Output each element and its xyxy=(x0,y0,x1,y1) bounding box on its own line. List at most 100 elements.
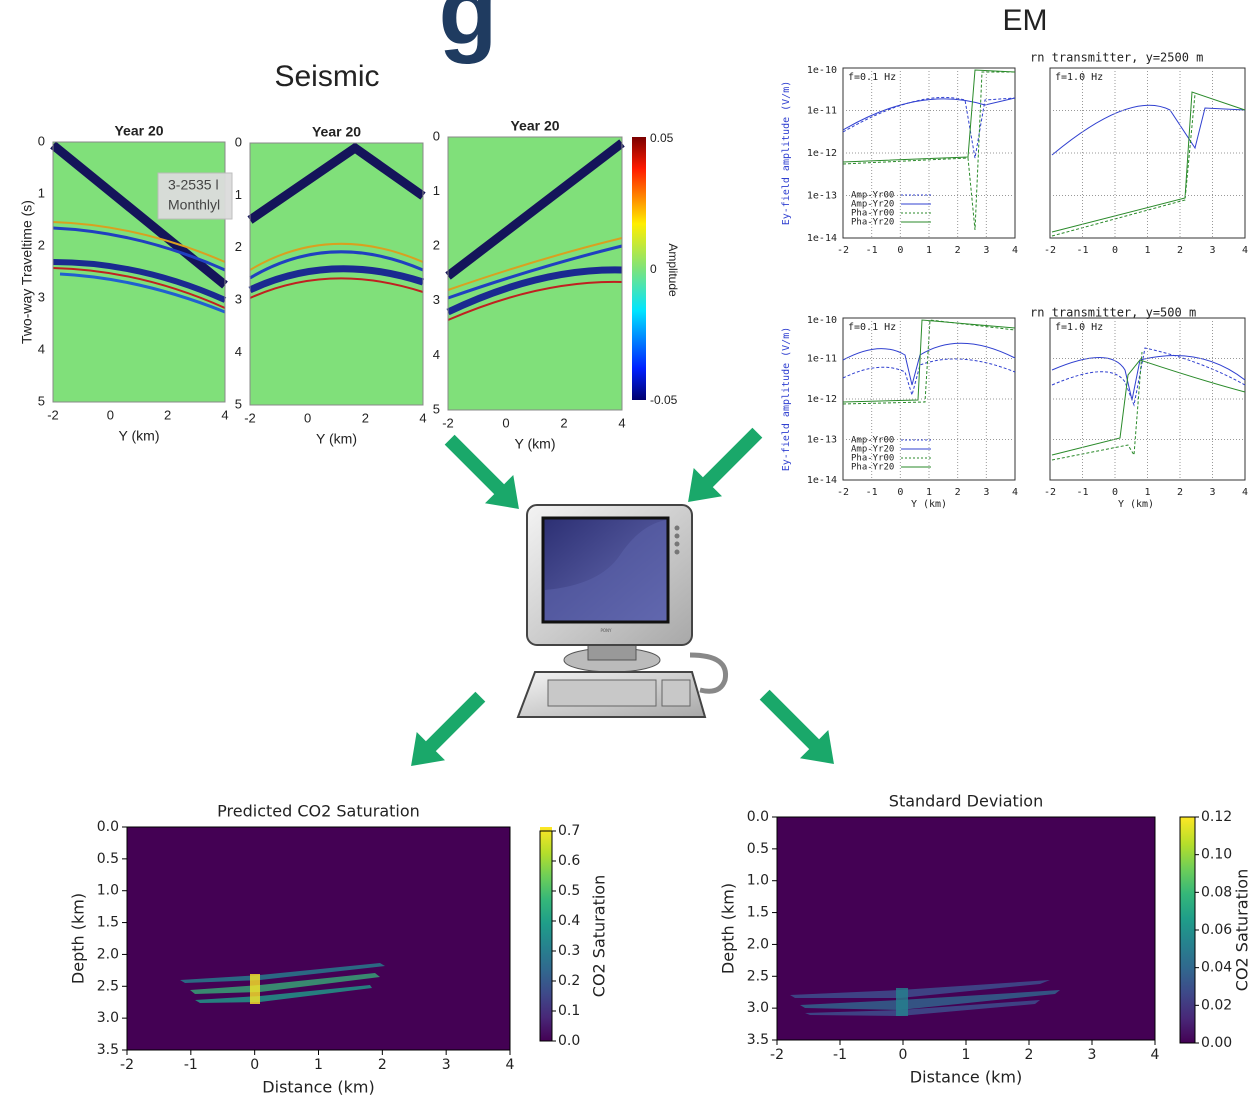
x-tick-label: 0 xyxy=(897,245,903,256)
em-curve xyxy=(1052,348,1245,405)
em-curve xyxy=(843,97,1015,158)
x-tick-label: 0 xyxy=(1112,245,1118,256)
y-tick-label: 1 xyxy=(235,187,242,202)
y-tick-label: 1e-14 xyxy=(807,475,837,486)
x-tick-label: 4 xyxy=(1151,1047,1160,1063)
y-tick-label: 3.5 xyxy=(747,1032,769,1048)
frequency-label: f=0.1 Hz xyxy=(848,72,896,83)
x-tick-label: 1 xyxy=(926,487,932,498)
x-tick-label: 2 xyxy=(955,487,961,498)
colorbar-label: CO2 Saturation xyxy=(590,875,609,997)
brand-label: PONY xyxy=(601,628,613,633)
x-tick-label: 0 xyxy=(1112,487,1118,498)
x-tick-label: 4 xyxy=(1242,245,1248,256)
x-tick-label: -1 xyxy=(866,245,878,256)
y-tick-label: 3.5 xyxy=(97,1042,119,1058)
x-axis-label: Y (km) xyxy=(911,499,947,510)
row-title: rn transmitter, y=500 m xyxy=(1030,306,1196,320)
x-tick-label: -1 xyxy=(184,1057,198,1073)
colorbar-label: CO2 Saturation xyxy=(1233,869,1252,991)
em-curve xyxy=(1052,105,1245,155)
y-tick-label: 1.5 xyxy=(747,905,769,921)
x-tick-label: 4 xyxy=(1242,487,1248,498)
x-axis-label: Y (km) xyxy=(1118,499,1154,510)
colorbar-tick-label: 0.5 xyxy=(558,883,580,899)
x-tick-label: 0 xyxy=(897,487,903,498)
x-tick-label: 4 xyxy=(506,1057,515,1073)
y-axis-label: Depth (km) xyxy=(719,883,738,974)
legend-entry: Pha-Yr20 xyxy=(851,218,894,228)
y-tick-label: 2 xyxy=(235,239,242,254)
x-tick-label: 0 xyxy=(502,415,509,430)
colorbar-tick-label: 0.4 xyxy=(558,913,580,929)
y-tick-label: 3 xyxy=(38,289,45,304)
colorbar-tick-label: 0 xyxy=(650,262,657,276)
x-tick-label: 1 xyxy=(1144,487,1150,498)
y-tick-label: 1.0 xyxy=(97,883,119,899)
x-tick-label: 2 xyxy=(1025,1047,1034,1063)
y-tick-label: 1e-14 xyxy=(807,233,837,244)
y-tick-label: 1 xyxy=(38,185,45,200)
colorbar xyxy=(632,137,646,400)
x-tick-label: 4 xyxy=(618,415,625,430)
x-axis-label: Y (km) xyxy=(316,431,357,447)
y-tick-label: 0.0 xyxy=(97,819,119,835)
x-tick-label: 2 xyxy=(955,245,961,256)
x-tick-label: 3 xyxy=(1088,1047,1097,1063)
x-tick-label: 2 xyxy=(164,407,171,422)
colorbar xyxy=(1180,817,1195,1043)
x-tick-label: 1 xyxy=(314,1057,323,1073)
colorbar-tick-label: 0.6 xyxy=(558,853,580,869)
x-tick-label: -2 xyxy=(47,407,59,422)
frequency-label: f=1.0 Hz xyxy=(1055,72,1103,83)
seismic-panels xyxy=(53,137,646,410)
y-tick-label: 1e-10 xyxy=(807,65,837,76)
colorbar-tick-label: 0.7 xyxy=(558,823,580,839)
y-tick-label: 3.0 xyxy=(97,1010,119,1026)
x-tick-label: 4 xyxy=(1012,487,1018,498)
computer-icon: PONY xyxy=(518,505,726,717)
y-tick-label: 1e-11 xyxy=(807,354,837,365)
legend-entry: Pha-Yr20 xyxy=(851,463,894,473)
y-tick-label: 3 xyxy=(235,292,242,307)
x-axis-label: Y (km) xyxy=(119,428,160,444)
y-tick-label: 2 xyxy=(38,237,45,252)
x-tick-label: 3 xyxy=(983,245,989,256)
plume-images xyxy=(127,817,1195,1050)
x-tick-label: 1 xyxy=(962,1047,971,1063)
y-axis-label: Depth (km) xyxy=(69,893,88,984)
y-tick-label: 1e-11 xyxy=(807,106,837,117)
colorbar-tick-label: 0.1 xyxy=(558,1003,580,1019)
y-tick-label: 1.5 xyxy=(97,915,119,931)
y-tick-label: 0 xyxy=(433,128,440,143)
row-title: rn transmitter, y=2500 m xyxy=(1030,51,1203,65)
tooltip-text: Monthlyl xyxy=(168,197,220,213)
arrow xyxy=(674,419,772,517)
tooltip-text: 3-2535 l xyxy=(168,177,219,193)
x-tick-label: -2 xyxy=(120,1057,134,1073)
y-tick-label: 1e-12 xyxy=(807,148,837,159)
em-label: EM xyxy=(1003,4,1048,37)
y-tick-label: 0 xyxy=(38,133,45,148)
y-tick-label: 4 xyxy=(433,347,440,362)
colorbar-tick-label: 0.2 xyxy=(558,973,580,989)
y-tick-label: 2.5 xyxy=(97,978,119,994)
slide: g EM Seismic xyxy=(0,0,1260,1099)
x-tick-label: 4 xyxy=(419,410,426,425)
arrow xyxy=(751,681,849,779)
x-tick-label: 2 xyxy=(362,410,369,425)
em-curve xyxy=(1052,92,1245,232)
y-tick-label: 1 xyxy=(433,183,440,198)
x-axis-label: Y (km) xyxy=(515,436,556,452)
y-tick-label: 0 xyxy=(235,134,242,149)
frequency-label: f=1.0 Hz xyxy=(1055,322,1103,333)
x-tick-label: -2 xyxy=(837,245,849,256)
x-tick-label: 3 xyxy=(442,1057,451,1073)
y-tick-label: 3 xyxy=(433,292,440,307)
panel-title: Year 20 xyxy=(114,123,163,139)
x-tick-label: -2 xyxy=(1044,487,1056,498)
x-tick-label: -2 xyxy=(837,487,849,498)
em-curve xyxy=(843,359,1015,395)
x-tick-label: 2 xyxy=(1177,487,1183,498)
y-tick-label: 5 xyxy=(235,396,242,411)
